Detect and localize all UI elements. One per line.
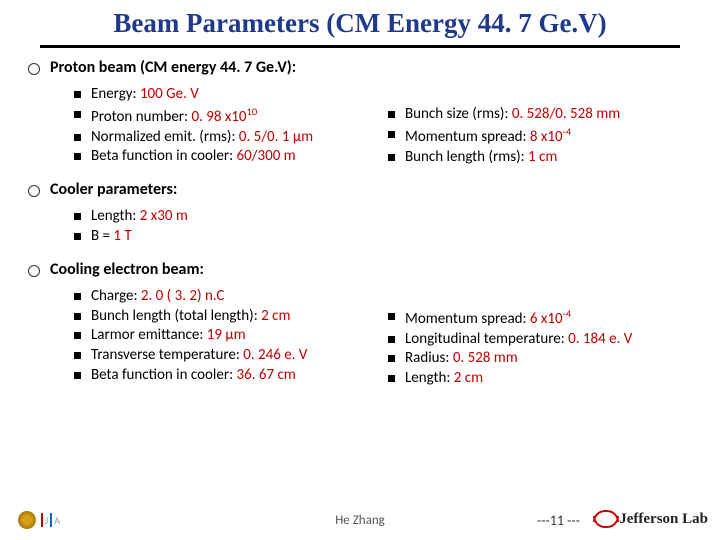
section-electron-body: Charge: 2. 0 ( 3. 2) n.CBunch length (to… — [28, 287, 692, 388]
bullet-circle-icon — [28, 63, 40, 75]
list-item: Momentum spread: 6 x10-4 — [388, 307, 692, 329]
list-item: Charge: 2. 0 ( 3. 2) n.C — [74, 287, 388, 306]
bullet-square-icon — [388, 313, 395, 320]
list-item: Transverse temperature: 0. 246 e. V — [74, 346, 388, 365]
bullet-square-icon — [74, 332, 81, 339]
footer-page: ---11 --- — [537, 512, 580, 529]
bullet-square-icon — [388, 111, 395, 118]
bullet-square-icon — [74, 111, 81, 118]
list-item-text: Length: 2 x30 m — [91, 207, 188, 226]
content-area: Proton beam (CM energy 44. 7 Ge.V): Ener… — [0, 58, 720, 388]
list-item-text: Proton number: 0. 98 x1010 — [91, 105, 257, 127]
list-item-text: Larmor emittance: 19 μm — [91, 326, 246, 345]
list-item: Beta function in cooler: 60/300 m — [74, 147, 388, 166]
bullet-square-icon — [74, 91, 81, 98]
section-heading: Cooling electron beam: — [50, 260, 204, 279]
list-item: Length: 2 x30 m — [74, 207, 692, 226]
list-item: Beta function in cooler: 36. 67 cm — [74, 366, 388, 385]
list-item-text: Bunch length (rms): 1 cm — [405, 148, 557, 167]
section-proton-header: Proton beam (CM energy 44. 7 Ge.V): — [28, 58, 692, 77]
list-item-text: Length: 2 cm — [405, 369, 483, 388]
list-item: Proton number: 0. 98 x1010 — [74, 105, 388, 127]
list-item: B = 1 T — [74, 227, 692, 246]
list-item: Normalized emit. (rms): 0. 5/0. 1 μm — [74, 128, 388, 147]
bullet-square-icon — [388, 375, 395, 382]
seal-icon — [18, 511, 36, 529]
bullet-circle-icon — [28, 265, 40, 277]
bullet-square-icon — [74, 313, 81, 320]
list-item-text: Normalized emit. (rms): 0. 5/0. 1 μm — [91, 128, 313, 147]
bullet-square-icon — [74, 372, 81, 379]
section-heading: Cooler parameters: — [50, 180, 177, 199]
bullet-square-icon — [388, 154, 395, 161]
list-item-text: B = 1 T — [91, 227, 132, 246]
list-item-text: Longitudinal temperature: 0. 184 e. V — [405, 330, 632, 349]
list-item: Larmor emittance: 19 μm — [74, 326, 388, 345]
jlab-swoosh-icon — [593, 508, 615, 530]
section-cooler-header: Cooler parameters: — [28, 180, 692, 199]
title-underline — [40, 45, 680, 48]
list-item: Longitudinal temperature: 0. 184 e. V — [388, 330, 692, 349]
jlab-text: Jefferson Lab — [619, 511, 708, 528]
bullet-square-icon — [74, 293, 81, 300]
list-item-text: Transverse temperature: 0. 246 e. V — [91, 346, 307, 365]
slide-title: Beam Parameters (CM Energy 44. 7 Ge.V) — [40, 8, 680, 39]
section-cooler-body: Length: 2 x30 mB = 1 T — [74, 207, 692, 246]
bullet-square-icon — [74, 134, 81, 141]
list-item: Length: 2 cm — [388, 369, 692, 388]
list-item-text: Bunch size (rms): 0. 528/0. 528 mm — [405, 105, 620, 124]
bullet-square-icon — [388, 355, 395, 362]
list-item: Momentum spread: 8 x10-4 — [388, 125, 692, 147]
list-item-text: Momentum spread: 8 x10-4 — [405, 125, 571, 147]
jsa-logo-icon: J A — [40, 513, 60, 527]
bullet-square-icon — [74, 153, 81, 160]
section-electron-header: Cooling electron beam: — [28, 260, 692, 279]
list-item-text: Radius: 0. 528 mm — [405, 349, 518, 368]
bullet-square-icon — [388, 131, 395, 138]
bullet-square-icon — [74, 352, 81, 359]
list-item-text: Momentum spread: 6 x10-4 — [405, 307, 571, 329]
jlab-logo: Jefferson Lab — [593, 508, 708, 530]
footer-author: He Zhang — [335, 513, 385, 528]
list-item: Energy: 100 Ge. V — [74, 85, 388, 104]
bullet-circle-icon — [28, 185, 40, 197]
section-heading: Proton beam (CM energy 44. 7 Ge.V): — [50, 58, 296, 77]
list-item: Bunch size (rms): 0. 528/0. 528 mm — [388, 105, 692, 124]
section-proton-body: Energy: 100 Ge. VProton number: 0. 98 x1… — [28, 85, 692, 166]
footer: J A He Zhang ---11 --- Jefferson Lab — [0, 506, 720, 534]
list-item-text: Charge: 2. 0 ( 3. 2) n.C — [91, 287, 224, 306]
list-item-text: Energy: 100 Ge. V — [91, 85, 199, 104]
list-item-text: Beta function in cooler: 36. 67 cm — [91, 366, 296, 385]
list-item-text: Beta function in cooler: 60/300 m — [91, 147, 296, 166]
bullet-square-icon — [388, 336, 395, 343]
list-item: Bunch length (total length): 2 cm — [74, 307, 388, 326]
list-item-text: Bunch length (total length): 2 cm — [91, 307, 290, 326]
bullet-square-icon — [74, 213, 81, 220]
bullet-square-icon — [74, 233, 81, 240]
list-item: Radius: 0. 528 mm — [388, 349, 692, 368]
list-item: Bunch length (rms): 1 cm — [388, 148, 692, 167]
